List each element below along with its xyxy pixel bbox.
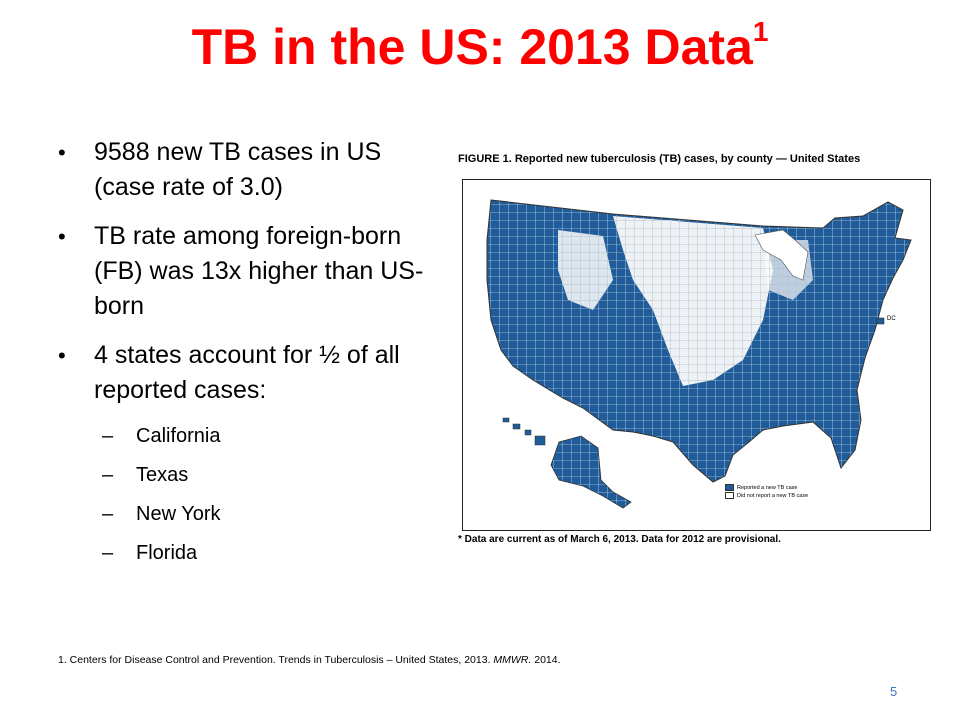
great-lakes-shape — [754, 229, 809, 281]
slide-title: TB in the US: 2013 Data1 — [0, 16, 960, 76]
bullet-item: TB rate among foreign-born (FB) was 13x … — [58, 219, 428, 324]
footnote-journal: MMWR. — [493, 654, 532, 666]
page-number: 5 — [890, 684, 898, 699]
sub-bullet-item: New York — [58, 500, 428, 528]
alaska-shape — [550, 435, 632, 509]
footnote: 1. Centers for Disease Control and Preve… — [58, 654, 561, 666]
footnote-year: 2014. — [531, 654, 561, 666]
legend-reported: Reported a new TB case — [725, 484, 797, 491]
title-superscript: 1 — [752, 16, 769, 47]
hawaii-shape — [502, 417, 546, 446]
footnote-text: 1. Centers for Disease Control and Preve… — [58, 654, 494, 666]
sub-bullet-item: Texas — [58, 461, 428, 489]
bullet-item: 4 states account for ½ of all reported c… — [58, 338, 428, 408]
legend-label: Did not report a new TB case — [737, 492, 809, 499]
legend-swatch-white — [725, 492, 734, 499]
mountain-no-case-region — [558, 230, 613, 310]
bullet-item: 9588 new TB cases in US (case rate of 3.… — [58, 135, 428, 205]
legend-not-reported: Did not report a new TB case — [725, 492, 808, 499]
sub-bullet-item: California — [58, 422, 428, 450]
dc-label: DC — [887, 316, 896, 322]
legend-swatch-blue — [725, 484, 734, 491]
plains-no-case-region — [613, 216, 773, 386]
sub-bullet-item: Florida — [58, 539, 428, 567]
us-map-graphic — [486, 199, 912, 509]
dc-marker — [876, 317, 885, 325]
figure-note: * Data are current as of March 6, 2013. … — [458, 534, 781, 545]
us-county-map: DC Reported a new TB case Did not report… — [462, 179, 931, 531]
bullet-list: 9588 new TB cases in US (case rate of 3.… — [58, 135, 428, 578]
slide-title-text: TB in the US: 2013 Data — [191, 19, 753, 75]
legend-label: Reported a new TB case — [737, 484, 798, 491]
figure-caption: FIGURE 1. Reported new tuberculosis (TB)… — [458, 153, 861, 165]
